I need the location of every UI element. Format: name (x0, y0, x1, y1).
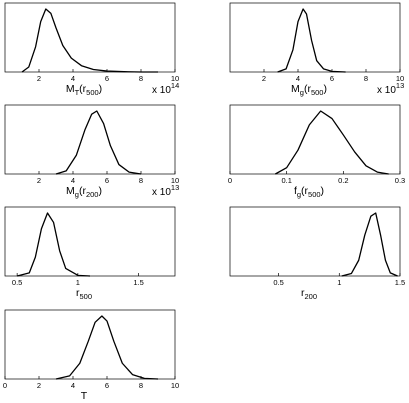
density-curve (55, 315, 159, 380)
x-axis-label-part: ) (98, 185, 102, 197)
x-axis-label-part: g (297, 190, 301, 199)
x-tick-label: 6 (105, 381, 109, 390)
x-axis-label-part: ) (321, 185, 325, 197)
x-tick-label: 6 (105, 74, 109, 83)
x-tick-label: 8 (139, 74, 143, 83)
x-axis-label: r200 (301, 287, 317, 301)
density-curve (341, 212, 398, 277)
x-tick-label: 1.5 (133, 278, 143, 287)
x-axis-label-part: (r (301, 185, 308, 197)
multiplier-base: x 10 (152, 187, 171, 198)
x-axis-label-part: (r (79, 185, 86, 197)
multiplier-exponent: 13 (396, 81, 404, 90)
x-tick-label: 6 (330, 74, 334, 83)
x-tick-label: 4 (296, 74, 300, 83)
x-axis-label-part: (r (79, 83, 86, 95)
multiplier-exponent: 13 (171, 183, 179, 192)
x-tick-label: 8 (139, 381, 143, 390)
x-axis-label-part: f (294, 185, 297, 197)
x-axis-label-part: M (291, 83, 300, 95)
x-axis-label-part: r (76, 287, 80, 299)
x-tick-label: 0.3 (395, 176, 405, 185)
multiplier-base: x 10 (377, 85, 396, 96)
x-axis-label-part: M (66, 83, 75, 95)
x-tick-label: 4 (71, 74, 75, 83)
x-axis-label: T (81, 390, 88, 402)
panel-7: 0 2 4 6 8 10 T (3, 309, 179, 402)
x-axis-label-part: T (81, 390, 88, 402)
x-axis-label-part: r (301, 287, 305, 299)
x-tick-label: 1 (337, 278, 341, 287)
panel-3: 2 4 6 8 10 Mg(r200) x 1013 (4, 104, 179, 199)
panel-5: 0.5 1 1.5 r500 (4, 206, 176, 301)
x-tick-label: 2 (37, 176, 41, 185)
x-axis-label-part: 500 (311, 88, 324, 97)
x-tick-label: 0 (228, 176, 232, 185)
x-tick-label: 10 (396, 74, 404, 83)
x-tick-label: 1 (76, 278, 80, 287)
x-axis-label-part: g (300, 88, 304, 97)
x-tick-label: 6 (105, 176, 109, 185)
multiplier-base: x 10 (152, 85, 171, 96)
x-tick-label: 8 (139, 176, 143, 185)
x-tick-label: 10 (171, 381, 179, 390)
panel-1: 2 4 6 8 10 MT(r500) x 1014 (4, 2, 179, 97)
x-tick-label: 0.1 (281, 176, 291, 185)
panel-frame (229, 104, 401, 175)
x-axis-label-part: 500 (79, 292, 92, 301)
panel-2: 2 4 6 8 10 Mg(r500) x 1013 (229, 2, 404, 97)
panel-frame (229, 206, 401, 277)
x-axis-label: r500 (76, 287, 92, 301)
x-axis-label: MT(r500) (66, 83, 102, 97)
x-tick-label: 2 (37, 74, 41, 83)
x-axis-label-part: M (66, 185, 75, 197)
x-axis-label-part: ) (99, 83, 103, 95)
multiplier-exponent: 14 (171, 81, 179, 90)
density-curve (16, 212, 91, 277)
x-tick-label: 2 (262, 74, 266, 83)
panel-4: 0 0.1 0.2 0.3 fg(r500) (228, 104, 405, 199)
x-tick-label: 10 (171, 74, 179, 83)
panel-frame (4, 206, 176, 277)
density-curve (275, 110, 389, 175)
density-curve (277, 8, 346, 73)
x-axis-label: Mg(r200) (66, 185, 102, 199)
x-axis-label-part: 200 (86, 190, 99, 199)
x-axis-label-part: g (75, 190, 79, 199)
panel-6: 0.5 1 1.5 r200 (229, 206, 405, 301)
x-axis-label: Mg(r500) (291, 83, 327, 97)
x-tick-label: 10 (171, 176, 179, 185)
panel-frame (229, 2, 401, 73)
density-curve (55, 110, 142, 175)
panel-frame (4, 2, 176, 73)
panel-frame (4, 104, 176, 175)
x-tick-label: 0.5 (12, 278, 22, 287)
axis-multiplier: x 1013 (152, 183, 179, 198)
x-axis-label-part: T (75, 88, 80, 97)
x-axis-label-part: 500 (86, 88, 99, 97)
x-tick-label: 0.5 (273, 278, 283, 287)
x-tick-label: 0 (3, 381, 7, 390)
x-tick-label: 4 (71, 176, 75, 185)
x-axis-label: fg(r500) (294, 185, 324, 199)
x-axis-label-part: (r (304, 83, 311, 95)
x-tick-label: 8 (364, 74, 368, 83)
x-axis-label-part: ) (323, 83, 327, 95)
x-axis-label-part: 500 (308, 190, 321, 199)
x-tick-label: 1.5 (395, 278, 405, 287)
panel-frame (4, 309, 176, 380)
axis-multiplier: x 1014 (152, 81, 179, 96)
x-tick-label: 2 (37, 381, 41, 390)
density-curve (21, 8, 158, 73)
axis-multiplier: x 1013 (377, 81, 404, 96)
x-tick-label: 4 (71, 381, 75, 390)
x-tick-label: 0.2 (338, 176, 348, 185)
x-axis-label-part: 200 (304, 292, 317, 301)
